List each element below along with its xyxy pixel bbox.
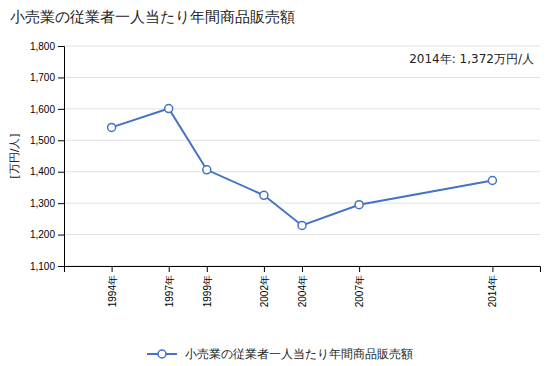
tick-label: 2007年 bbox=[354, 275, 365, 307]
chart-title: 小売業の従業者一人当たり年間商品販売額 bbox=[10, 8, 295, 26]
tick-label: 2004年 bbox=[297, 275, 308, 307]
y-tick: 1,100 bbox=[30, 261, 64, 272]
y-axis: 1,100 1,200 1,300 1,400 1,500 1,600 1,700 1,800 bbox=[30, 41, 65, 272]
data-point bbox=[488, 177, 496, 185]
tick-mark bbox=[302, 266, 303, 272]
y-tick: 1,400 bbox=[30, 166, 64, 177]
tick-mark bbox=[58, 140, 64, 141]
tick-label: 1994年 bbox=[107, 275, 118, 307]
y-tick: 1,200 bbox=[30, 229, 64, 240]
x-tick: 2002年 bbox=[259, 266, 270, 307]
data-point bbox=[165, 105, 173, 113]
grid-line bbox=[64, 234, 540, 235]
grid-line bbox=[64, 171, 540, 172]
y-tick: 1,700 bbox=[30, 72, 64, 83]
tick-mark bbox=[112, 266, 113, 272]
series-line bbox=[112, 109, 493, 226]
grid-line bbox=[64, 46, 540, 47]
legend-label: 小売業の従業者一人当たり年間商品販売額 bbox=[185, 347, 413, 361]
tick-mark bbox=[58, 203, 64, 204]
tick-label: 1,300 bbox=[30, 198, 55, 209]
tick-mark bbox=[58, 266, 64, 267]
tick-mark bbox=[359, 266, 360, 272]
axis-line bbox=[65, 267, 541, 273]
x-tick: 2007年 bbox=[354, 266, 365, 307]
data-point bbox=[355, 201, 363, 209]
y-tick: 1,500 bbox=[30, 135, 64, 146]
grid bbox=[64, 46, 540, 266]
grid-line bbox=[64, 108, 540, 109]
tick-label: 1,500 bbox=[30, 135, 55, 146]
annotation: 2014年: 1,372万円/人 bbox=[409, 52, 534, 66]
chart-container: 小売業の従業者一人当たり年間商品販売額1,1001,2001,3001,4001… bbox=[0, 0, 560, 366]
tick-label: 1,700 bbox=[30, 72, 55, 83]
chart-svg: 小売業の従業者一人当たり年間商品販売額1,1001,2001,3001,4001… bbox=[0, 0, 560, 366]
grid-line bbox=[64, 203, 540, 204]
tick-label: 1,100 bbox=[30, 261, 55, 272]
y-tick: 1,800 bbox=[30, 41, 64, 52]
tick-label: 1,400 bbox=[30, 166, 55, 177]
y-tick: 1,300 bbox=[30, 198, 64, 209]
tick-label: 2002年 bbox=[259, 275, 270, 307]
tick-label: 1,600 bbox=[30, 104, 55, 115]
y-tick: 1,600 bbox=[30, 104, 64, 115]
tick-mark bbox=[169, 266, 170, 272]
tick-mark bbox=[264, 266, 265, 272]
data-point bbox=[203, 166, 211, 174]
legend-marker bbox=[158, 350, 166, 358]
data-point bbox=[108, 123, 116, 131]
tick-label: 1997年 bbox=[164, 275, 175, 307]
marks bbox=[108, 105, 497, 230]
tick-mark bbox=[58, 172, 64, 173]
grid-line bbox=[64, 140, 540, 141]
tick-mark bbox=[207, 266, 208, 272]
x-tick: 1999年 bbox=[202, 266, 213, 307]
legend-item: 小売業の従業者一人当たり年間商品販売額 bbox=[147, 347, 413, 361]
grid-line bbox=[64, 77, 540, 78]
tick-label: 1999年 bbox=[202, 275, 213, 307]
x-tick: 1997年 bbox=[164, 266, 175, 307]
x-axis: 1994年 1997年 1999年 2002年 2004年 2007年 2014年 bbox=[65, 266, 541, 307]
tick-mark bbox=[58, 109, 64, 110]
tick-mark bbox=[58, 235, 64, 236]
y-axis-label: [万円/人] bbox=[8, 133, 21, 178]
tick-mark bbox=[492, 266, 493, 272]
plot-area: 1,100 1,200 1,300 1,400 1,500 1,600 1,700 1,800… bbox=[30, 41, 541, 308]
tick-label: 1,800 bbox=[30, 41, 55, 52]
data-point bbox=[260, 191, 268, 199]
x-tick: 2004年 bbox=[297, 266, 308, 307]
x-tick: 1994年 bbox=[107, 266, 118, 307]
tick-mark bbox=[58, 77, 64, 78]
tick-mark bbox=[58, 46, 64, 47]
tick-label: 1,200 bbox=[30, 229, 55, 240]
tick-label: 2014年 bbox=[487, 275, 498, 307]
axis-line bbox=[58, 47, 65, 267]
x-tick: 2014年 bbox=[487, 266, 498, 307]
legend: 小売業の従業者一人当たり年間商品販売額 bbox=[147, 347, 413, 361]
data-point bbox=[298, 221, 306, 229]
